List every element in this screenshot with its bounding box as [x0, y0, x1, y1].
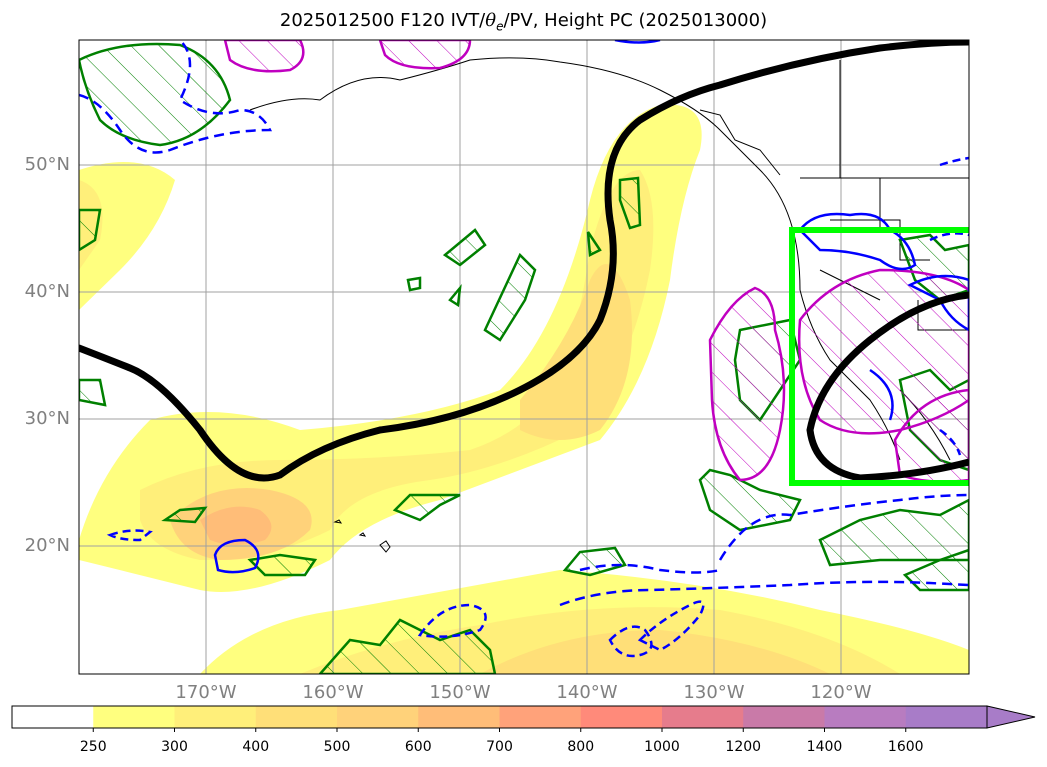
colorbar-tick-label: 300	[161, 739, 188, 755]
colorbar-swatch	[255, 706, 338, 728]
colorbar-swatch	[93, 706, 175, 728]
height-contour	[79, 40, 969, 482]
lat-label-50: 50°N	[24, 154, 70, 175]
colorbar-swatch	[499, 706, 582, 728]
pv-magenta-hatch	[223, 40, 969, 483]
focus-box	[789, 227, 969, 486]
colorbar-tick-label: 600	[404, 739, 432, 755]
colorbar-tick-label: 1400	[806, 739, 843, 755]
lon-label-130: 130°W	[683, 682, 745, 703]
colorbar-swatch	[662, 706, 744, 728]
lat-label-40: 40°N	[24, 281, 70, 302]
colorbar-swatch	[337, 706, 419, 728]
colorbar-swatch	[824, 706, 907, 728]
colorbar-tick-label: 1200	[725, 739, 762, 755]
lat-label-20: 20°N	[24, 535, 70, 556]
lon-label-120: 120°W	[810, 682, 872, 703]
colorbar-tick-label: 1600	[887, 739, 924, 755]
colorbar-swatch	[174, 706, 257, 728]
lon-label-170: 170°W	[175, 682, 237, 703]
colorbar-swatch	[580, 706, 663, 728]
lat-label-30: 30°N	[24, 408, 70, 429]
colorbar-swatch	[418, 706, 500, 728]
colorbar-tick-label: 500	[323, 739, 351, 755]
colorbar-tick-label: 800	[567, 739, 595, 755]
colorbar-tick-label: 400	[242, 739, 270, 755]
lon-label-160: 160°W	[302, 682, 364, 703]
colorbar-swatch	[905, 706, 988, 728]
colorbar-swatch	[743, 706, 825, 728]
thetae-blue	[79, 40, 969, 658]
colorbar-tick-label: 1000	[644, 739, 680, 755]
colorbar	[11, 705, 1036, 732]
colorbar-swatch	[12, 706, 94, 728]
map-frame	[78, 39, 970, 675]
lon-label-150: 150°W	[429, 682, 491, 703]
map-title: 2025012500 F120 IVT/θe/PV, Height PC (20…	[279, 10, 768, 34]
colorbar-extend-arrow	[986, 705, 1036, 729]
colorbar-tick-label: 250	[79, 739, 107, 755]
height-contour-east	[806, 291, 969, 482]
colorbar-tick-label: 700	[486, 739, 513, 755]
lon-label-140: 140°W	[556, 682, 618, 703]
